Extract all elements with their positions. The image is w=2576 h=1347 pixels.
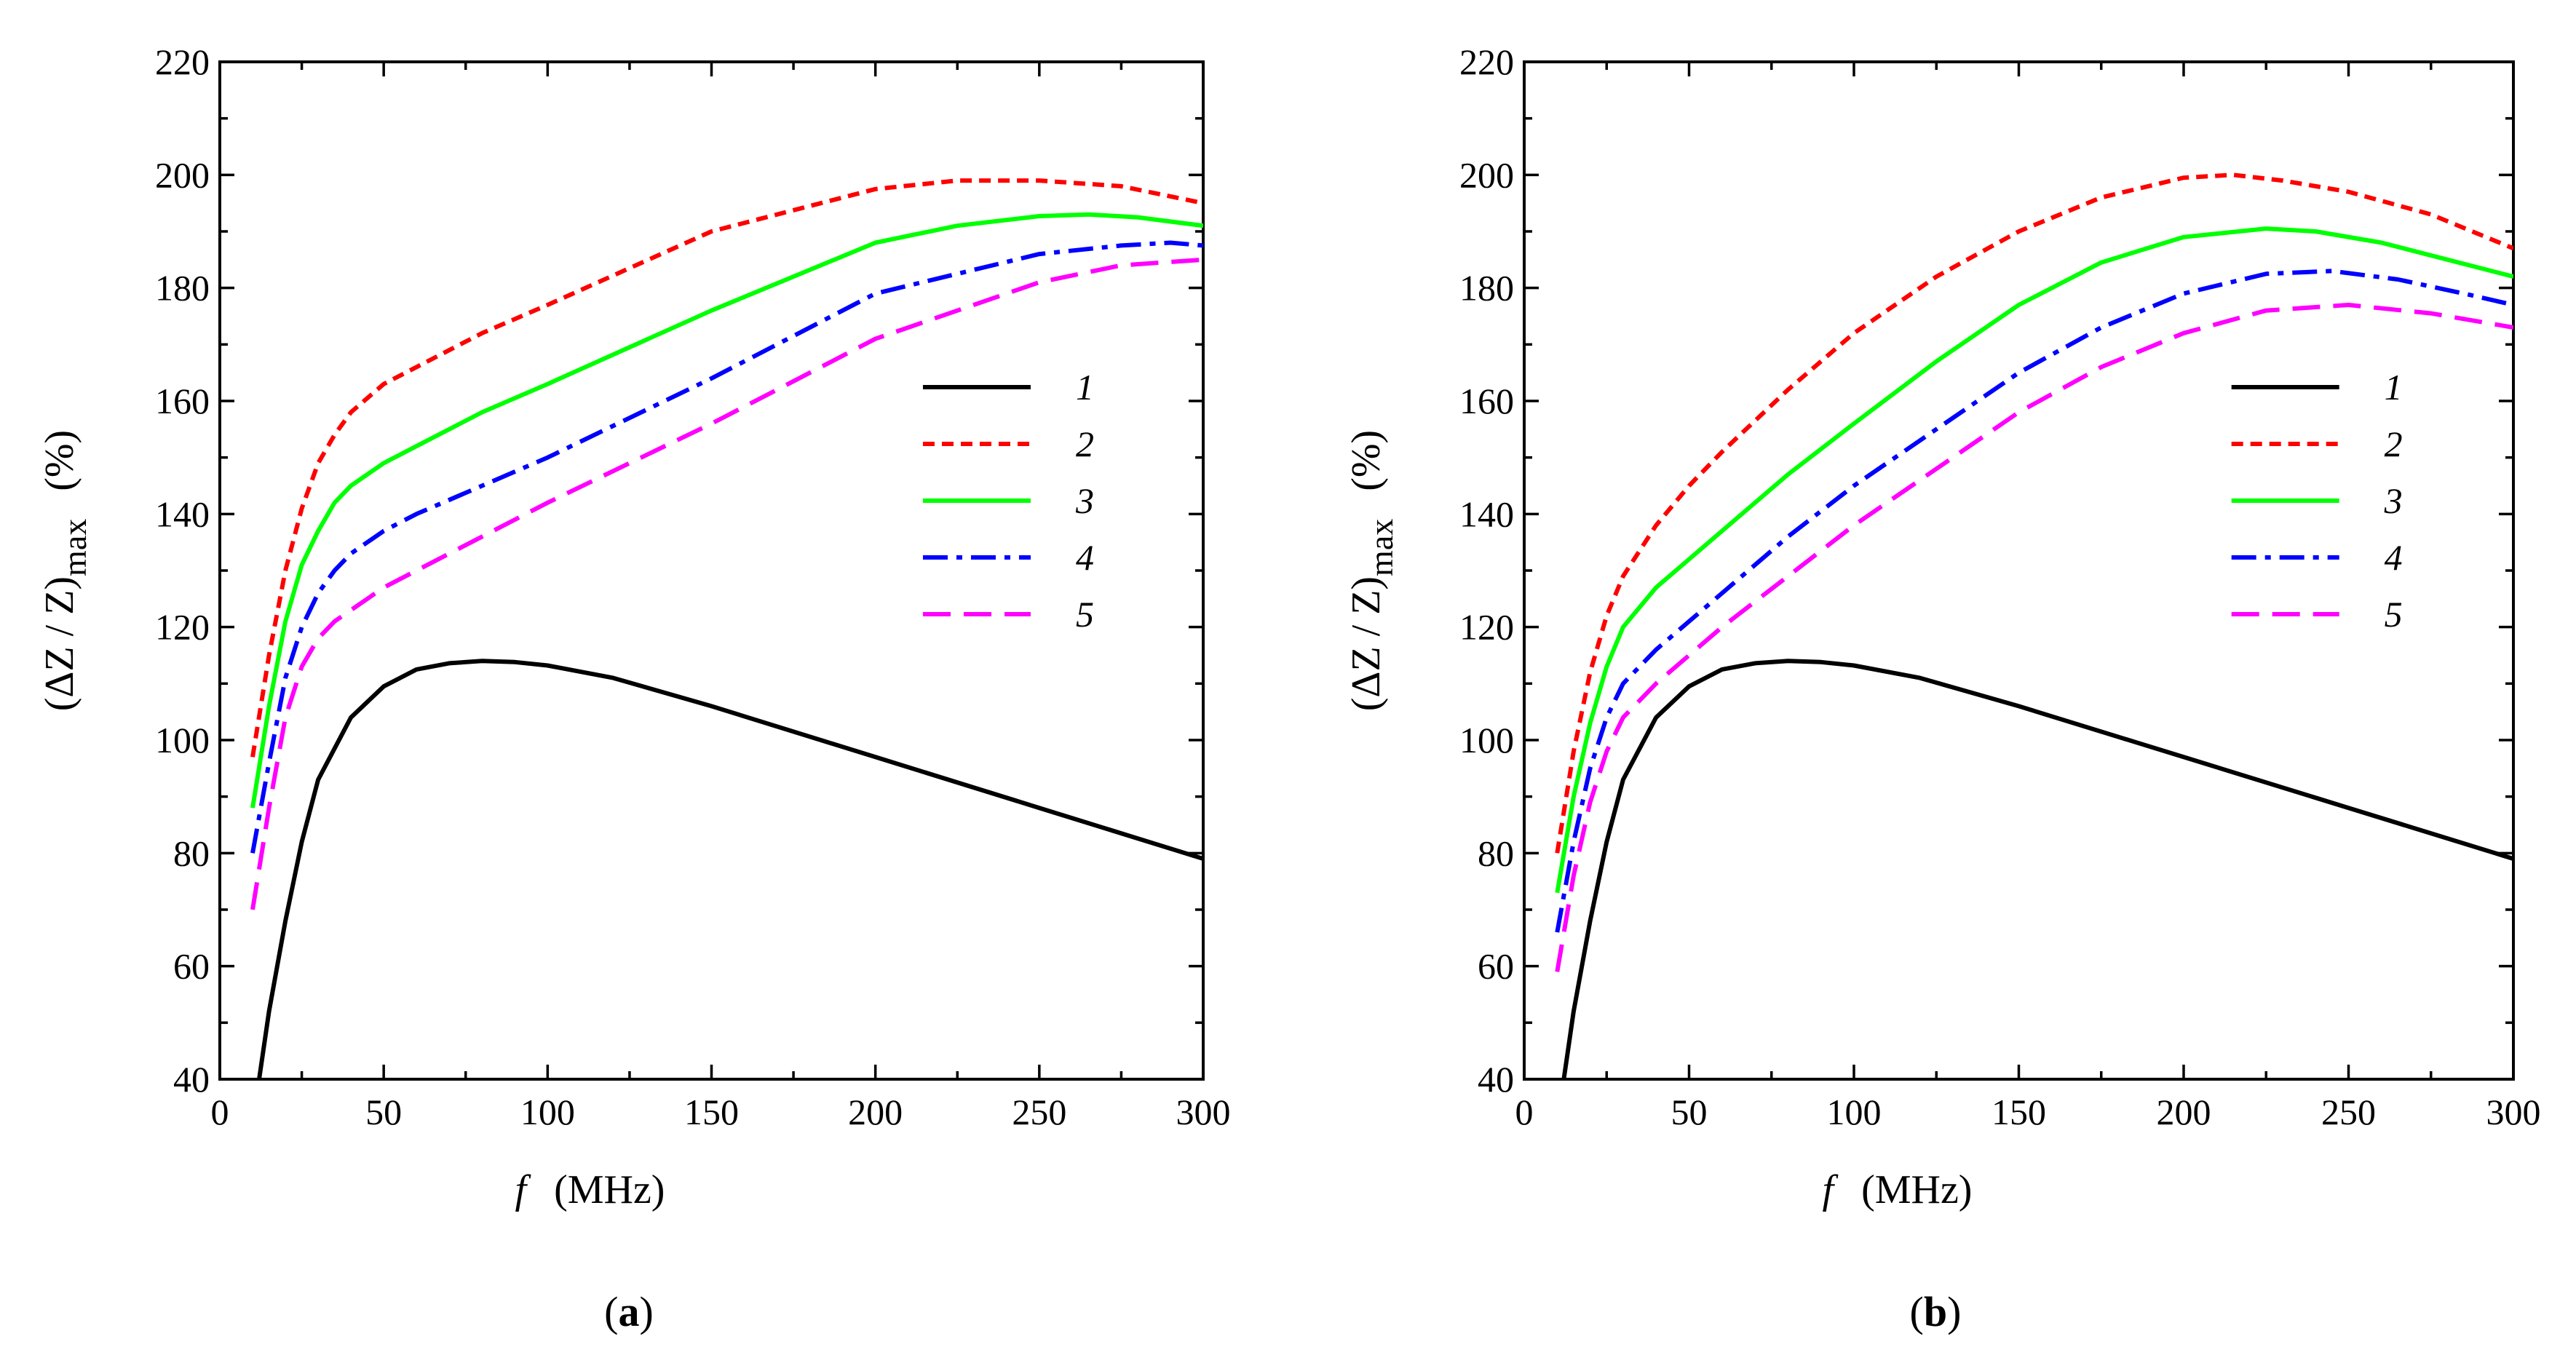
x-tick-label: 200 [848, 1092, 903, 1132]
y-axis-unit: (%) [37, 430, 82, 491]
panel-letter: a [619, 1288, 640, 1335]
y-axis-unit: (%) [1344, 430, 1389, 491]
x-tick-label: 300 [1176, 1092, 1231, 1132]
y-axis-main: (ΔZ / Z) [1344, 576, 1389, 711]
panel-paren-open: ( [1910, 1288, 1924, 1335]
y-tick-label: 100 [155, 720, 210, 760]
legend-label-4: 4 [2385, 537, 2403, 578]
x-tick-label: 50 [365, 1092, 402, 1132]
series-line-2 [250, 178, 1203, 758]
y-tick-label: 160 [1459, 381, 1514, 421]
x-tick-label: 300 [2486, 1092, 2541, 1132]
panel-b: 0 50 100 150 200 250 300 40 60 80 100 120 140 160 180 2… [1344, 41, 2541, 1335]
y-tick-label: 200 [1459, 154, 1514, 195]
panel-label: (a) [604, 1288, 654, 1335]
series-line-2 [1555, 172, 2513, 854]
series-line-5 [1555, 303, 2513, 972]
y-tick-label: 180 [1459, 268, 1514, 309]
legend-label-3: 3 [2384, 480, 2403, 521]
x-axis-var: f [515, 1167, 532, 1212]
series-line-1 [257, 659, 1203, 1079]
x-tick-label: 0 [211, 1092, 229, 1132]
y-tick-label: 200 [155, 154, 210, 195]
x-axis-unit: (MHz) [1861, 1167, 1972, 1212]
panel-letter: b [1924, 1288, 1947, 1335]
x-axis-title: f (MHz) [1823, 1167, 1973, 1212]
y-tick-label: 140 [1459, 493, 1514, 534]
y-tick-label: 120 [1459, 607, 1514, 648]
legend-label-2: 2 [1076, 424, 1094, 464]
panel-a: 0 50 100 150 200 250 300 40 60 80 100 120 140 160 180 2… [37, 41, 1231, 1335]
panel-paren-close: ) [1947, 1288, 1961, 1335]
legend-label-5: 5 [2385, 594, 2403, 635]
x-axis-title: f (MHz) [515, 1167, 665, 1212]
legend-label-1: 1 [2385, 367, 2403, 408]
panel-paren-close: ) [640, 1288, 654, 1335]
x-tick-label: 50 [1671, 1092, 1708, 1132]
y-tick-label: 120 [155, 607, 210, 648]
y-axis-main: (ΔZ / Z) [37, 576, 82, 711]
x-tick-label: 250 [1012, 1092, 1066, 1132]
y-tick-label: 160 [155, 381, 210, 421]
y-axis-sub: max [56, 519, 93, 576]
y-tick-label: 220 [155, 41, 210, 82]
x-tick-label: 0 [1515, 1092, 1534, 1132]
x-axis-var: f [1823, 1167, 1839, 1212]
y-tick-label: 80 [173, 833, 210, 873]
x-tick-label: 250 [2321, 1092, 2376, 1132]
y-axis-sub: max [1363, 519, 1400, 576]
x-tick-label: 150 [1992, 1092, 2046, 1132]
legend-label-2: 2 [2385, 424, 2403, 464]
series-line-1 [1561, 659, 2513, 1079]
y-tick-label: 60 [1478, 946, 1514, 987]
y-tick-label: 60 [173, 946, 210, 987]
panel-label: (b) [1910, 1288, 1962, 1335]
x-tick-label: 100 [1827, 1092, 1882, 1132]
legend-label-3: 3 [1075, 480, 1094, 521]
series-line-4 [1555, 269, 2513, 933]
x-tick-label: 100 [520, 1092, 575, 1132]
series-line-4 [250, 240, 1203, 854]
legend-label-1: 1 [1076, 367, 1094, 408]
x-tick-label: 200 [2157, 1092, 2211, 1132]
y-tick-label: 180 [155, 268, 210, 309]
y-tick-label: 80 [1478, 833, 1514, 873]
legend-label-5: 5 [1076, 594, 1094, 635]
legend-label-4: 4 [1076, 537, 1094, 578]
y-tick-label: 40 [1478, 1059, 1514, 1100]
series-line-5 [250, 257, 1203, 910]
y-axis-title: (ΔZ / Z)max (%) [37, 430, 93, 711]
y-axis-title: (ΔZ / Z)max (%) [1344, 430, 1400, 711]
y-tick-label: 40 [173, 1059, 210, 1100]
y-tick-label: 100 [1459, 720, 1514, 760]
y-tick-label: 220 [1459, 41, 1514, 82]
x-axis-unit: (MHz) [554, 1167, 665, 1212]
panel-paren-open: ( [604, 1288, 618, 1335]
y-tick-label: 140 [155, 493, 210, 534]
series-line-3 [1555, 226, 2513, 894]
x-tick-label: 150 [684, 1092, 739, 1132]
series-line-3 [250, 212, 1203, 808]
